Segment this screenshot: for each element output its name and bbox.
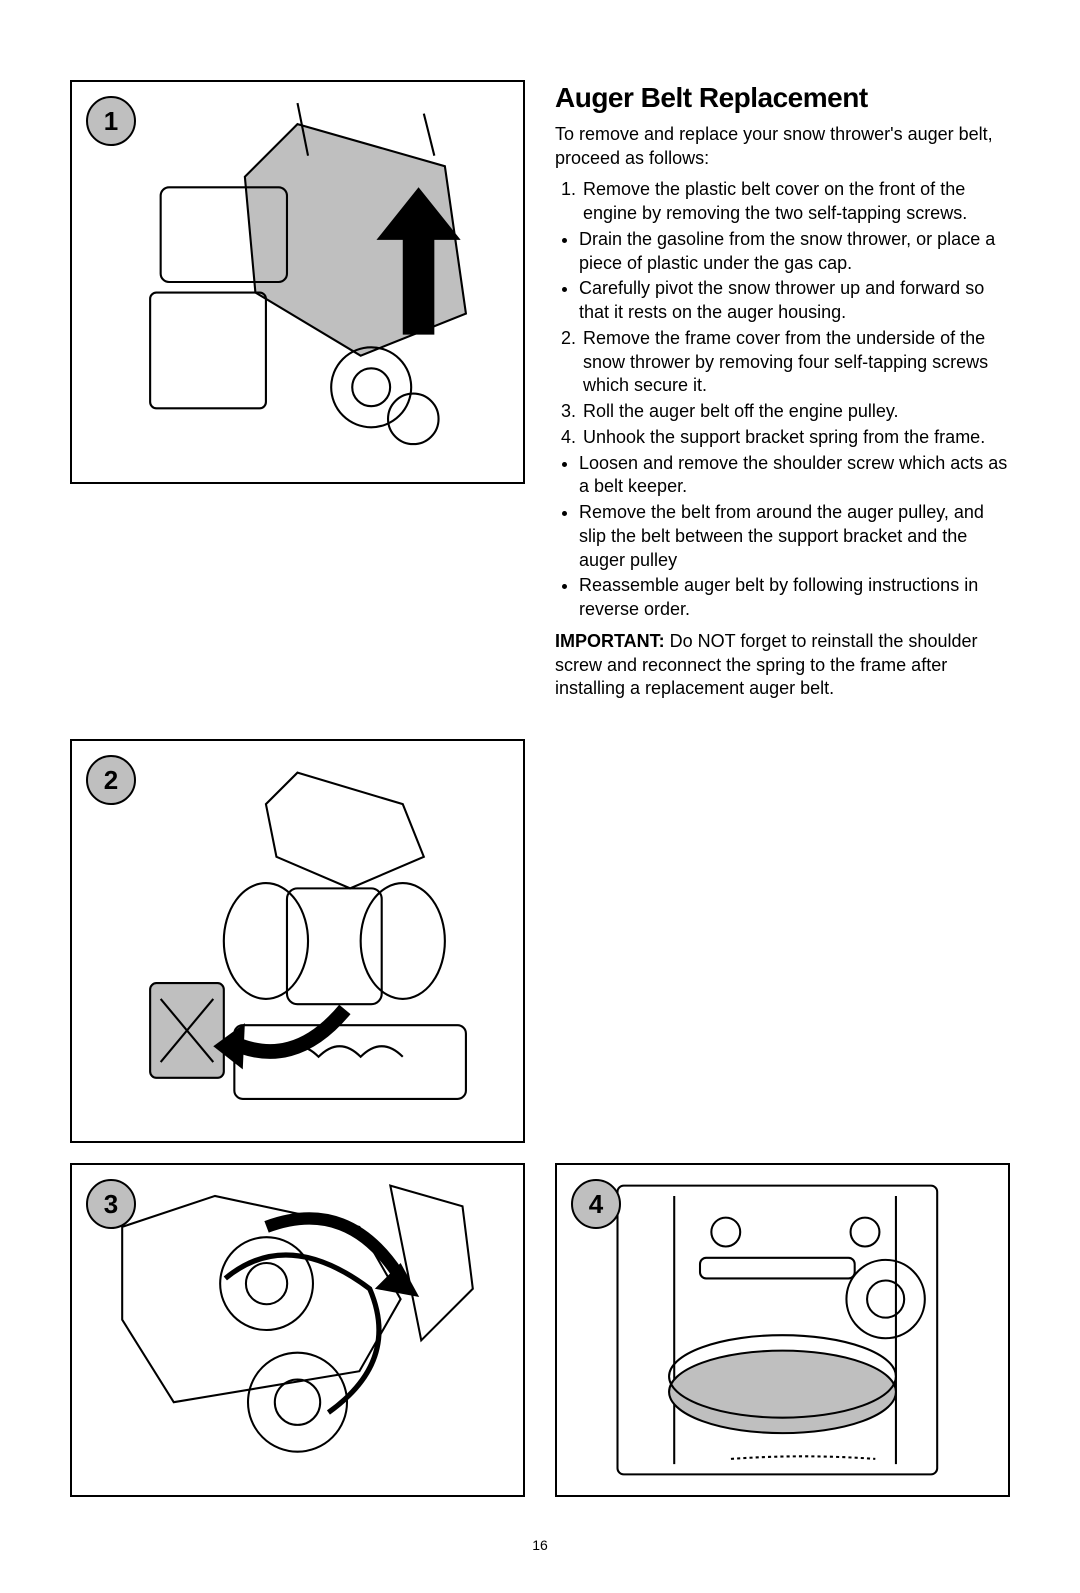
step-text: Unhook the support bracket spring from t… [583,427,985,447]
sub-item: Drain the gasoline from the snow thrower… [579,228,1010,276]
important-note: IMPORTANT: Do NOT forget to reinstall th… [555,630,1010,701]
steps-list: Remove the plastic belt cover on the fro… [555,178,1010,622]
sub-list: Loosen and remove the shoulder screw whi… [579,452,1010,622]
section-heading: Auger Belt Replacement [555,80,1010,117]
sub-list: Drain the gasoline from the snow thrower… [579,228,1010,325]
figure-2-diagram [72,741,523,1141]
figure-3: 3 [70,1163,525,1497]
figure-number: 4 [589,1189,603,1220]
sub-item: Loosen and remove the shoulder screw whi… [579,452,1010,500]
figure-number-badge: 4 [571,1179,621,1229]
important-label: IMPORTANT: [555,631,665,651]
figure-number: 3 [104,1189,118,1220]
figure-2: 2 [70,739,525,1143]
sub-item: Remove the belt from around the auger pu… [579,501,1010,572]
manual-page: 1 Auger Belt [0,0,1080,1593]
figure-4: 4 [555,1163,1010,1497]
figure-1-diagram [72,82,523,482]
figure-1: 1 [70,80,525,484]
page-grid: 1 Auger Belt [70,80,1010,1497]
instructions-column: Auger Belt Replacement To remove and rep… [555,80,1010,719]
step-item: Unhook the support bracket spring from t… [581,426,1010,622]
step-text: Remove the plastic belt cover on the fro… [583,179,967,223]
step-item: Roll the auger belt off the engine pulle… [581,400,1010,424]
figure-number-badge: 2 [86,755,136,805]
step-item: Remove the frame cover from the undersid… [581,327,1010,398]
figure-3-diagram [72,1165,523,1495]
figure-number: 1 [104,106,118,137]
figure-4-diagram [557,1165,1008,1495]
step-item: Remove the plastic belt cover on the fro… [581,178,1010,325]
figure-number: 2 [104,765,118,796]
arrow-curve-icon [267,1219,420,1298]
arrow-curve-icon [213,1010,345,1070]
figure-number-badge: 3 [86,1179,136,1229]
page-number: 16 [70,1537,1010,1553]
intro-text: To remove and replace your snow thrower'… [555,123,1010,171]
sub-item: Carefully pivot the snow thrower up and … [579,277,1010,325]
sub-item: Reassemble auger belt by following instr… [579,574,1010,622]
spacer [555,739,1010,1143]
figure-number-badge: 1 [86,96,136,146]
